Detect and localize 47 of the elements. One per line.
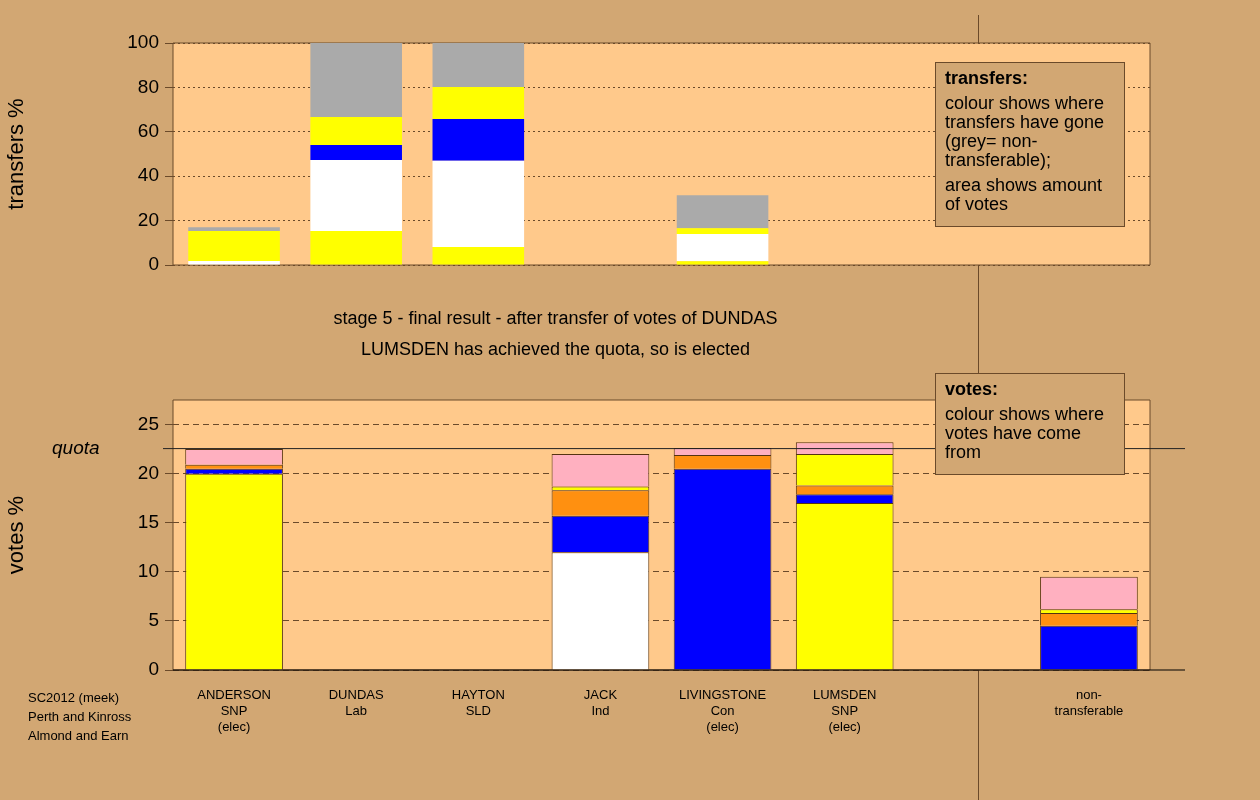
bar: [310, 43, 402, 117]
bar: [188, 227, 280, 232]
bar: [310, 145, 402, 160]
y-tick-label: 15: [137, 510, 159, 532]
y-tick-label: 40: [137, 164, 159, 186]
y-tick-label: 80: [137, 75, 159, 97]
x-tick-label: LIVINGSTONE Con (elec): [678, 687, 767, 734]
annotation: area shows amount of votes: [945, 175, 1104, 214]
bar: [310, 231, 402, 265]
bar: [676, 228, 769, 234]
bar: [432, 118, 525, 161]
y-tick-label: 5: [148, 609, 159, 631]
bar: [432, 86, 525, 119]
x-tick-label: non- transferable: [1054, 687, 1124, 718]
bar: [432, 43, 525, 87]
y-tick-label: 10: [137, 560, 159, 582]
chart-subtitle: LUMSDEN has achieved the quota, so is elected: [359, 339, 752, 360]
y-axis-title: transfers %: [3, 98, 29, 210]
bar: [676, 195, 769, 229]
x-tick-label: HAYTON SLD: [451, 687, 505, 718]
y-tick-label: 100: [127, 31, 159, 53]
annotation: transfers:: [945, 68, 1030, 88]
y-tick-label: 20: [137, 461, 159, 483]
bar: [676, 233, 769, 262]
y-tick-label: 20: [137, 208, 159, 230]
x-tick-label: ANDERSON SNP (elec): [197, 687, 271, 734]
annotation: colour shows where votes have come from: [945, 404, 1106, 462]
chart-title: stage 5 - final result - after transfer of votes of DUNDAS: [332, 308, 779, 329]
y-tick-label: 0: [148, 253, 159, 275]
text: SC2012 (meek) Perth and Kinross Almond and Earn: [28, 689, 132, 745]
x-tick-label: LUMSDEN SNP (elec): [812, 687, 877, 734]
annotation: colour shows where transfers have gone (grey= non-transferable);: [945, 93, 1106, 170]
y-tick-label: 0: [148, 658, 159, 680]
text: votes:: [945, 379, 999, 399]
ref-line-label: quota: [52, 436, 100, 458]
bar: [432, 247, 525, 265]
bar: [310, 159, 402, 232]
bar: [432, 160, 525, 248]
bar: [310, 116, 402, 146]
x-tick-label: JACK Ind: [583, 687, 618, 718]
bar: [188, 231, 280, 261]
x-tick-label: DUNDAS Lab: [328, 687, 384, 718]
bar: [188, 261, 280, 265]
y-axis-title: votes %: [3, 495, 29, 575]
bar: [676, 261, 769, 265]
y-tick-label: 25: [137, 412, 159, 434]
y-tick-label: 60: [137, 120, 159, 142]
